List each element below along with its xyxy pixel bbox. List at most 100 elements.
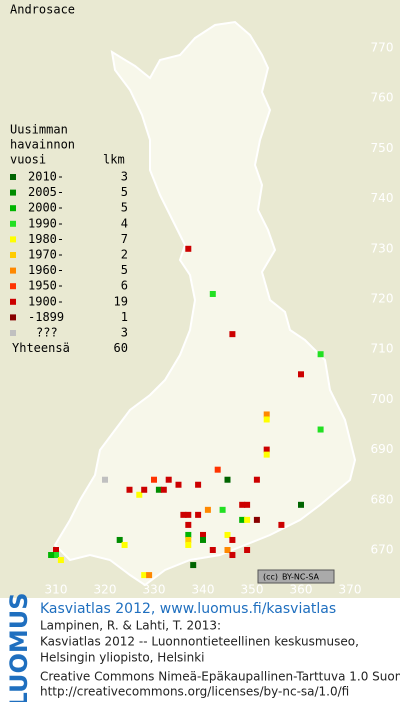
observation-square — [317, 351, 324, 358]
legend-swatch — [10, 189, 16, 196]
observation-square — [190, 562, 197, 569]
observation-square — [224, 476, 231, 483]
observation-square — [263, 446, 270, 453]
legend-label: ??? — [36, 326, 58, 340]
legend-label: 2000- — [28, 201, 64, 215]
observation-square — [185, 245, 192, 252]
observation-square — [141, 486, 148, 493]
legend-count: 6 — [121, 279, 128, 293]
observation-square — [185, 511, 192, 518]
observation-square — [53, 547, 59, 553]
legend-swatch — [10, 267, 16, 274]
y-grid-label: 770 — [371, 41, 394, 55]
legend-label: 2010- — [28, 170, 64, 184]
citation-line: Kasviatlas 2012 -- Luonnontieteellinen k… — [40, 635, 359, 649]
observation-square — [224, 531, 231, 538]
legend-count-header: lkm — [103, 153, 125, 167]
observation-square — [185, 541, 192, 548]
x-grid-label: 360 — [290, 583, 313, 597]
observation-square — [239, 516, 246, 523]
y-grid-label: 740 — [371, 191, 394, 205]
legend-header: havainnon — [10, 138, 75, 152]
legend-label: 1990- — [28, 216, 64, 230]
observation-square — [180, 511, 187, 518]
legend-count: 5 — [121, 201, 128, 215]
legend-count: 3 — [121, 170, 128, 184]
observation-square — [200, 531, 206, 538]
observation-square — [263, 416, 270, 423]
y-grid-label: 760 — [371, 91, 394, 105]
observation-square — [263, 411, 270, 418]
legend-label: 1960- — [28, 263, 64, 277]
observation-square — [204, 506, 211, 513]
footer-background — [0, 598, 400, 702]
observations — [48, 245, 324, 579]
legend-swatch — [10, 174, 16, 180]
observation-square — [229, 331, 236, 338]
x-grid-label: 350 — [241, 583, 264, 597]
legend-swatch — [10, 330, 16, 336]
legend-swatch — [10, 252, 16, 258]
y-grid-label: 720 — [371, 292, 394, 306]
observation-square — [57, 557, 64, 564]
observation-square — [209, 547, 216, 553]
legend-count: 2 — [121, 248, 128, 262]
x-grid-label: 310 — [45, 583, 68, 597]
observation-square — [141, 572, 148, 579]
legend-label: 1970- — [28, 248, 64, 262]
observation-square — [195, 511, 202, 518]
legend-count: 19 — [114, 294, 128, 308]
legend-swatch — [10, 314, 16, 321]
observation-square — [244, 547, 251, 553]
observation-square — [219, 506, 226, 513]
observation-square — [244, 516, 251, 523]
legend-count: 5 — [121, 185, 128, 199]
legend-label: 1900- — [28, 294, 64, 308]
y-grid-label: 710 — [371, 342, 394, 356]
citation-line: Helsingin yliopisto, Helsinki — [40, 651, 205, 665]
observation-square — [155, 486, 162, 493]
license-line: Creative Commons Nimeä-Epäkaupallinen-Ta… — [40, 670, 400, 684]
observation-square — [116, 536, 123, 543]
observation-square — [175, 481, 182, 488]
observation-square — [214, 466, 221, 473]
observation-square — [151, 476, 157, 483]
observation-square — [48, 552, 55, 559]
observation-square — [298, 371, 304, 378]
observation-square — [136, 491, 143, 498]
legend-label: 1980- — [28, 232, 64, 246]
legend-count: 5 — [121, 263, 128, 277]
legend-swatch — [10, 283, 16, 290]
observation-square — [253, 476, 260, 483]
footer-link[interactable]: Kasviatlas 2012, www.luomus.fi/kasviatla… — [40, 601, 336, 617]
total-label: Yhteensä — [12, 341, 70, 355]
observation-square — [146, 572, 153, 579]
legend-header: Uusimman — [10, 123, 68, 137]
observation-square — [121, 541, 128, 548]
legend-count: 4 — [121, 216, 128, 230]
y-grid-label: 700 — [371, 392, 394, 406]
total-count: 60 — [114, 341, 128, 355]
observation-square — [298, 501, 304, 508]
observation-square — [185, 531, 192, 538]
observation-square — [126, 486, 133, 493]
observation-square — [317, 426, 324, 433]
legend-label: 1950- — [28, 279, 64, 293]
license-badge: (cc) BY-NC-SA — [257, 569, 335, 584]
observation-square — [185, 521, 192, 528]
x-grid-label: 370 — [339, 583, 362, 597]
observation-square — [165, 476, 172, 483]
finland-outline — [53, 20, 357, 587]
map-title: Androsace — [10, 3, 75, 17]
side-logo: LUOMUS — [5, 593, 33, 702]
observation-square — [160, 486, 167, 493]
legend-count: 3 — [121, 326, 128, 340]
observation-square — [244, 501, 251, 508]
observation-square — [200, 536, 206, 543]
cc-icon: (cc) — [263, 573, 278, 582]
observation-square — [53, 552, 59, 559]
x-grid-label: 330 — [143, 583, 166, 597]
observation-square — [263, 451, 270, 458]
